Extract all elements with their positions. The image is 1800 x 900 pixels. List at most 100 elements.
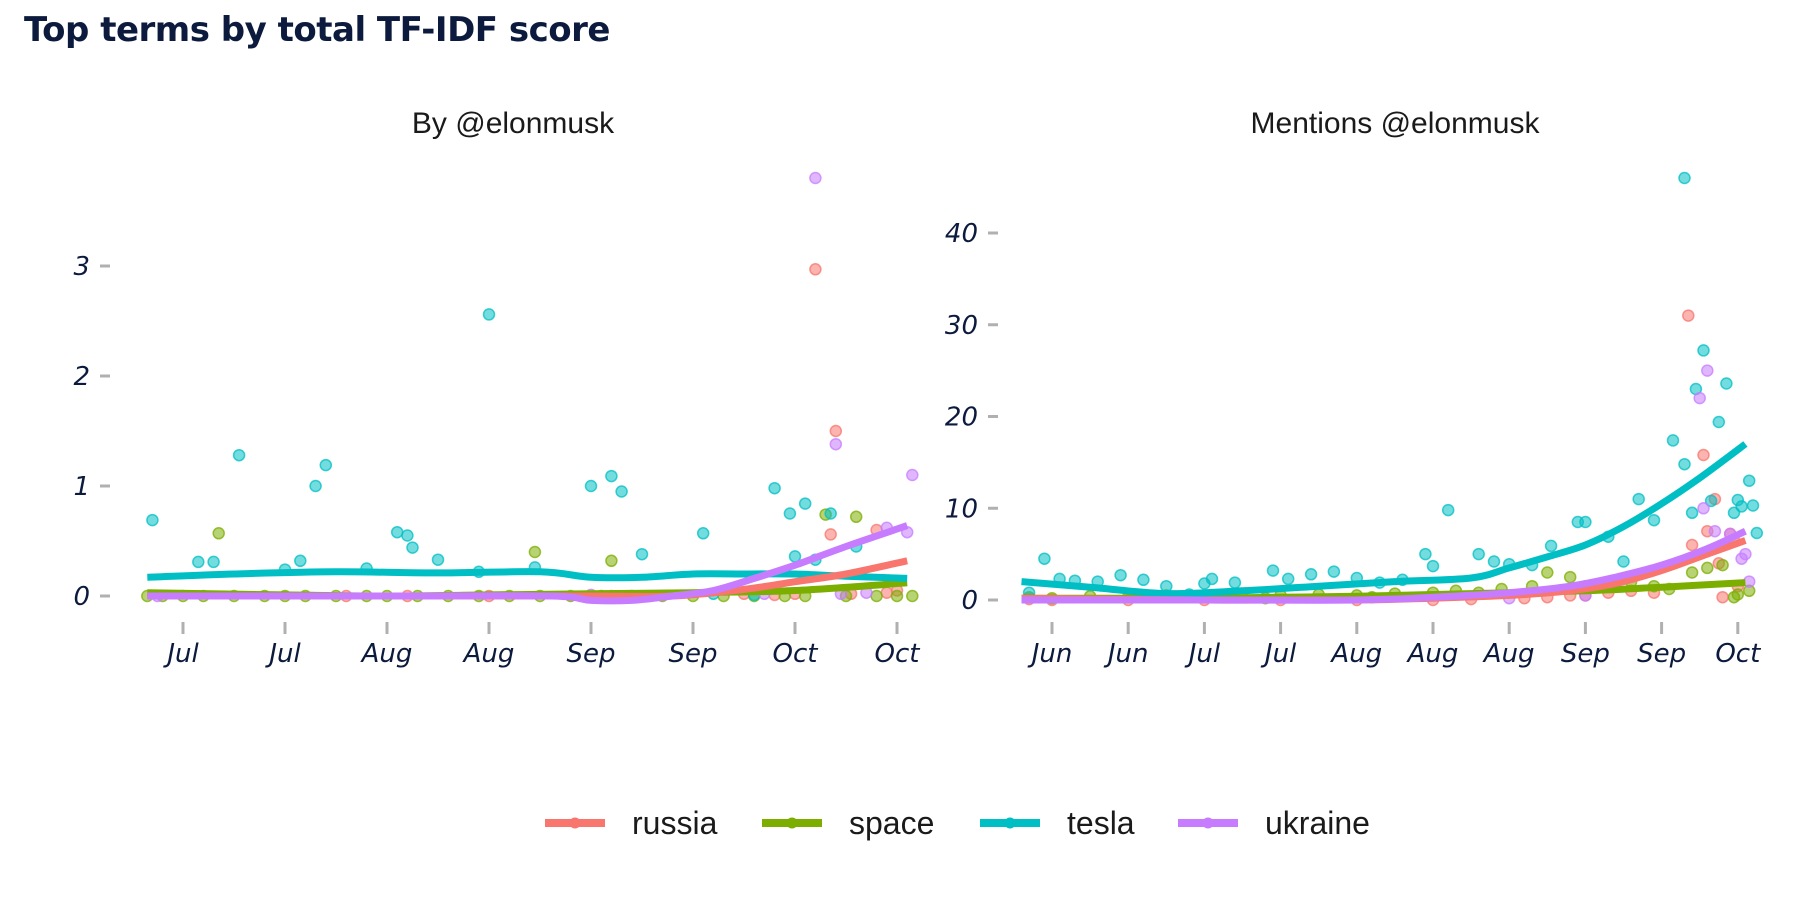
by-elonmusk-point-tesla xyxy=(482,308,496,321)
by-elonmusk-point-russia xyxy=(829,424,843,438)
mentions-elonmusk-point-tesla xyxy=(1632,492,1645,506)
by-elonmusk-point-tesla xyxy=(309,479,322,493)
mentions-elonmusk-point-space xyxy=(1541,566,1554,579)
panel-mentions-elonmusk-axes: 0 10 20 30 40 Jun Jun Jul Jul Aug Aug Aug Sep Sep Oct xyxy=(945,219,1761,669)
by-elonmusk-point-tesla xyxy=(146,513,159,527)
by-elonmusk-point-tesla xyxy=(768,481,781,495)
mentions-elonmusk-point-space xyxy=(1701,561,1714,575)
mentions-elonmusk-x-tick-label: Aug xyxy=(1482,639,1535,669)
mentions-elonmusk-point-tesla xyxy=(1472,547,1485,561)
mentions-elonmusk-x-tick-label: Jul xyxy=(1184,639,1221,669)
by-elonmusk-point-tesla xyxy=(605,469,618,483)
mentions-elonmusk-point-tesla xyxy=(1426,559,1440,573)
mentions-elonmusk-point-tesla xyxy=(1666,434,1680,447)
panel-mentions-elonmusk-marks xyxy=(1021,171,1764,607)
by-elonmusk-point-tesla xyxy=(635,547,649,561)
by-elonmusk-point-russia xyxy=(824,528,837,541)
mentions-elonmusk-x-tick-label: Sep xyxy=(1561,639,1610,669)
by-elonmusk-y-tick-label: 0 xyxy=(73,582,90,612)
mentions-elonmusk-point-space xyxy=(1685,566,1699,579)
by-elonmusk-point-tesla xyxy=(401,529,414,542)
mentions-elonmusk-point-tesla xyxy=(1685,506,1699,520)
mentions-elonmusk-point-tesla xyxy=(1441,503,1455,517)
mentions-elonmusk-point-tesla xyxy=(1228,576,1242,589)
mentions-elonmusk-point-ukraine xyxy=(1697,502,1710,515)
mentions-elonmusk-point-tesla xyxy=(1720,377,1733,390)
legend-swatch-point-tesla xyxy=(1004,817,1016,829)
mentions-elonmusk-y-tick-label: 0 xyxy=(961,586,978,616)
legend-swatch-point-russia xyxy=(569,817,581,829)
by-elonmusk-trend-tesla xyxy=(147,568,908,582)
by-elonmusk-y-tick-label: 3 xyxy=(73,252,90,282)
legend: russia space tesla ukraine xyxy=(545,805,1370,841)
facet-title-mentions-elonmusk: Mentions @elonmusk xyxy=(1251,107,1541,140)
mentions-elonmusk-point-tesla xyxy=(1487,555,1501,568)
mentions-elonmusk-x-tick-label: Jul xyxy=(1260,639,1297,669)
mentions-elonmusk-point-space xyxy=(1563,570,1577,584)
by-elonmusk-point-space xyxy=(906,589,919,603)
mentions-elonmusk-point-ukraine xyxy=(1701,364,1714,377)
facet-title-by-elonmusk: By @elonmusk xyxy=(412,107,615,140)
mentions-elonmusk-x-tick-label: Aug xyxy=(1329,639,1382,669)
mentions-elonmusk-y-tick-label: 40 xyxy=(945,219,978,249)
by-elonmusk-point-tesla xyxy=(584,479,598,493)
mentions-elonmusk-point-tesla xyxy=(1678,457,1691,471)
mentions-elonmusk-point-russia xyxy=(1697,448,1710,462)
mentions-elonmusk-y-tick-label: 10 xyxy=(945,494,978,524)
mentions-elonmusk-trend-tesla xyxy=(1021,441,1748,598)
by-elonmusk-point-tesla xyxy=(798,497,812,510)
legend-item-russia: russia xyxy=(545,805,718,841)
mentions-elonmusk-y-tick-label: 20 xyxy=(945,403,978,433)
legend-label-ukraine: ukraine xyxy=(1265,805,1370,841)
mentions-elonmusk-point-tesla xyxy=(1137,573,1150,587)
mentions-elonmusk-point-tesla xyxy=(1419,547,1432,561)
mentions-elonmusk-x-tick-label: Jun xyxy=(1103,639,1149,669)
by-elonmusk-point-russia xyxy=(880,586,894,599)
panel-by-elonmusk-axes: 0 1 2 3 Jul Jul Aug Aug Sep Sep Oct Oct xyxy=(73,252,920,669)
by-elonmusk-point-space xyxy=(212,527,225,540)
by-elonmusk-point-tesla xyxy=(615,485,628,498)
by-elonmusk-x-tick-label: Aug xyxy=(462,639,515,669)
mentions-elonmusk-x-tick-label: Oct xyxy=(1715,639,1761,669)
mentions-elonmusk-point-ukraine xyxy=(1739,547,1752,561)
by-elonmusk-point-tesla xyxy=(294,554,307,568)
by-elonmusk-point-tesla xyxy=(783,507,797,520)
by-elonmusk-point-space xyxy=(528,545,542,559)
by-elonmusk-point-space xyxy=(849,510,863,524)
mentions-elonmusk-point-tesla xyxy=(1746,499,1760,512)
mentions-elonmusk-point-tesla xyxy=(1697,344,1710,357)
mentions-elonmusk-point-tesla xyxy=(1304,568,1318,581)
mentions-elonmusk-x-tick-label: Jun xyxy=(1027,639,1073,669)
mentions-elonmusk-point-russia xyxy=(1716,590,1729,604)
mentions-elonmusk-point-tesla xyxy=(1704,494,1718,508)
by-elonmusk-point-tesla xyxy=(192,555,205,569)
mentions-elonmusk-point-russia xyxy=(1682,309,1695,322)
mentions-elonmusk-x-tick-label: Sep xyxy=(1637,639,1686,669)
by-elonmusk-point-tesla xyxy=(431,553,445,566)
mentions-elonmusk-point-tesla xyxy=(1647,513,1661,527)
by-elonmusk-y-tick-label: 2 xyxy=(73,362,90,392)
by-elonmusk-point-space xyxy=(890,589,904,603)
by-elonmusk-x-tick-label: Sep xyxy=(668,639,717,669)
chart-title: Top terms by total TF-IDF score xyxy=(24,10,610,50)
by-elonmusk-point-tesla xyxy=(207,555,220,569)
by-elonmusk-x-tick-label: Oct xyxy=(875,639,921,669)
legend-label-tesla: tesla xyxy=(1067,805,1135,841)
mentions-elonmusk-y-tick-label: 30 xyxy=(945,311,978,341)
by-elonmusk-point-tesla xyxy=(696,527,710,540)
mentions-elonmusk-point-space xyxy=(1716,558,1729,572)
by-elonmusk-x-tick-label: Oct xyxy=(773,639,819,669)
by-elonmusk-x-tick-label: Aug xyxy=(360,639,413,669)
by-elonmusk-point-tesla xyxy=(390,525,404,539)
mentions-elonmusk-point-tesla xyxy=(1712,415,1726,429)
by-elonmusk-trend-ukraine xyxy=(147,522,909,605)
by-elonmusk-point-tesla xyxy=(406,541,419,554)
legend-item-ukraine: ukraine xyxy=(1178,805,1370,841)
by-elonmusk-point-ukraine xyxy=(829,437,843,451)
mentions-elonmusk-point-tesla xyxy=(1266,564,1280,577)
legend-item-space: space xyxy=(762,805,934,841)
by-elonmusk-x-tick-label: Jul xyxy=(264,639,301,669)
mentions-elonmusk-point-tesla xyxy=(1038,552,1051,565)
mentions-elonmusk-point-ukraine xyxy=(1693,391,1706,405)
mentions-elonmusk-point-tesla xyxy=(1617,555,1630,568)
